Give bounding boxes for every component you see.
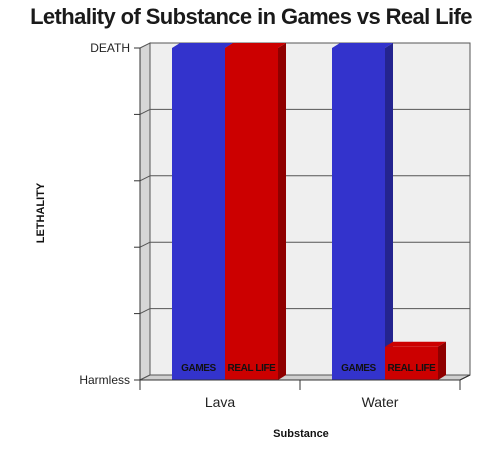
x-axis-depth bbox=[459, 374, 471, 381]
x-tick-label: Water bbox=[362, 394, 399, 410]
bar-front bbox=[332, 48, 385, 380]
bar-front bbox=[385, 346, 438, 380]
plot-side-wall bbox=[139, 42, 151, 381]
bar-label: GAMES bbox=[181, 363, 216, 374]
bar-top bbox=[385, 341, 446, 347]
bar-top bbox=[332, 43, 393, 48]
bar-front bbox=[225, 48, 278, 380]
grid-line-side bbox=[139, 241, 151, 248]
bar-top bbox=[172, 43, 233, 48]
bar-side bbox=[385, 43, 393, 380]
x-axis: Lava Water bbox=[139, 374, 471, 410]
bar-top bbox=[225, 43, 286, 48]
y-tick-label: Harmless bbox=[79, 373, 130, 387]
grid-line-side bbox=[139, 108, 151, 115]
bar-side bbox=[438, 341, 446, 380]
y-axis-ticks: Harmless DEATH bbox=[79, 41, 141, 387]
bar-label: REAL LIFE bbox=[228, 363, 277, 374]
x-axis-title: Substance bbox=[273, 428, 329, 440]
bar-label: GAMES bbox=[341, 363, 376, 374]
bar-label: REAL LIFE bbox=[388, 363, 437, 374]
bar-front bbox=[172, 48, 225, 380]
y-tick-label: DEATH bbox=[90, 41, 130, 55]
y-axis-title: LETHALITY bbox=[35, 182, 47, 243]
bar: GAMES bbox=[172, 43, 233, 380]
x-tick-label: Lava bbox=[205, 394, 236, 410]
grid-line-side bbox=[139, 175, 151, 182]
grid-line-side bbox=[139, 308, 151, 315]
bar: REAL LIFE bbox=[225, 43, 286, 380]
bars: GAMES REAL LIFE GAMES REAL LIFE bbox=[172, 43, 446, 380]
bar: GAMES bbox=[332, 43, 393, 380]
chart-title: Lethality of Substance in Games vs Real … bbox=[30, 4, 472, 29]
bar: REAL LIFE bbox=[385, 341, 446, 380]
bar-side bbox=[278, 43, 286, 380]
